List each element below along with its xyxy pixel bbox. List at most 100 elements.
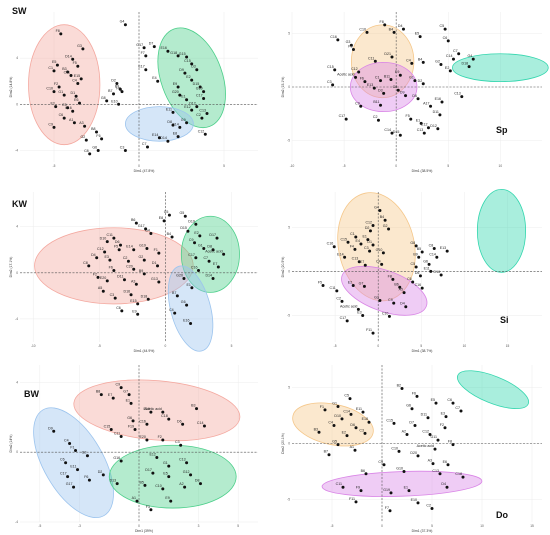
data-point	[216, 265, 220, 269]
data-point	[383, 23, 387, 27]
confidence-ellipse-blue	[167, 265, 214, 352]
data-point	[368, 249, 372, 253]
data-point	[222, 252, 226, 256]
confidence-ellipse-blue	[33, 407, 114, 519]
point-label: C14	[197, 421, 204, 425]
point-label: E5	[163, 472, 167, 476]
data-point	[156, 79, 160, 83]
point-label: F8	[388, 274, 392, 278]
data-point	[346, 240, 350, 244]
point-label: D14	[205, 274, 212, 278]
point-label: D9	[400, 91, 405, 95]
point-label: C16	[139, 419, 146, 423]
x-tick-label: -5	[343, 164, 346, 168]
data-point	[76, 468, 80, 472]
data-point	[145, 422, 149, 426]
point-label: E2	[186, 75, 190, 79]
data-point	[410, 407, 414, 411]
point-label: G13	[151, 277, 158, 281]
point-label: C13	[417, 128, 424, 132]
data-point	[57, 85, 61, 89]
point-label: D9	[179, 68, 184, 72]
data-point	[211, 277, 215, 281]
point-label: C1	[375, 76, 380, 80]
point-label: D1	[367, 240, 372, 244]
data-point	[401, 27, 405, 31]
data-point	[52, 125, 56, 129]
data-point	[84, 138, 88, 142]
y-tick-label: -4	[15, 520, 18, 524]
data-point	[215, 236, 219, 240]
point-label: E3	[105, 255, 109, 259]
point-label: G15	[179, 52, 186, 56]
data-point	[66, 70, 70, 74]
panel-name: KW	[12, 199, 27, 209]
data-point	[145, 247, 149, 251]
point-label: C7	[203, 256, 208, 260]
point-label: A17	[423, 101, 429, 105]
point-label: A3	[79, 121, 83, 125]
data-point	[157, 280, 161, 284]
point-label: E14	[152, 133, 158, 137]
data-point	[416, 454, 420, 458]
data-point	[418, 35, 422, 39]
data-point	[195, 407, 199, 411]
point-label: G1	[198, 244, 203, 248]
point-label: C2	[196, 113, 201, 117]
data-point	[400, 387, 404, 391]
point-label: F2	[93, 272, 97, 276]
point-label: E6	[443, 460, 447, 464]
point-label: Acetic acid	[340, 304, 357, 308]
point-label: E2	[194, 231, 198, 235]
point-label: C13	[352, 257, 359, 261]
point-label: F1	[154, 248, 158, 252]
point-label: C7	[453, 49, 458, 53]
data-point	[451, 57, 455, 61]
data-point	[356, 307, 360, 311]
data-point	[376, 118, 380, 122]
point-label: D18	[461, 62, 468, 66]
point-label: E1	[404, 486, 408, 490]
data-point	[331, 83, 335, 87]
confidence-ellipse-teal	[452, 53, 549, 83]
point-label: D16	[434, 270, 441, 274]
data-point	[190, 78, 194, 82]
point-label: B8	[91, 127, 95, 131]
data-point	[190, 62, 194, 66]
data-point	[444, 415, 448, 419]
point-label: G2	[81, 135, 86, 139]
data-point	[76, 64, 80, 68]
x-axis-title: Dim1 (38.5%)	[412, 169, 433, 173]
y-tick-label: -4	[15, 317, 18, 321]
point-label: E10	[111, 99, 117, 103]
data-point	[161, 487, 165, 491]
data-point	[179, 443, 183, 447]
point-label: C13	[432, 469, 439, 473]
data-point	[419, 121, 423, 125]
data-point	[388, 509, 392, 513]
data-point	[74, 94, 78, 98]
data-point	[461, 475, 465, 479]
data-point	[146, 145, 149, 149]
point-label: B8	[96, 390, 100, 394]
point-label: C13	[454, 92, 461, 96]
data-point	[167, 417, 171, 421]
confidence-ellipse-green	[108, 444, 237, 509]
x-tick-label: -5	[331, 524, 334, 528]
data-point	[87, 478, 91, 482]
data-point	[166, 139, 170, 143]
point-label: E2	[348, 281, 352, 285]
x-tick-label: 5	[237, 524, 239, 528]
data-point	[74, 448, 78, 452]
data-point	[409, 117, 413, 121]
data-point	[457, 52, 461, 56]
data-point	[404, 305, 408, 309]
data-point	[178, 93, 182, 97]
point-label: C17	[196, 94, 203, 98]
point-label: E5	[52, 60, 56, 64]
data-point	[122, 278, 126, 282]
panel-name: BW	[24, 389, 39, 399]
data-point	[161, 410, 165, 414]
point-label: D8	[207, 245, 212, 249]
